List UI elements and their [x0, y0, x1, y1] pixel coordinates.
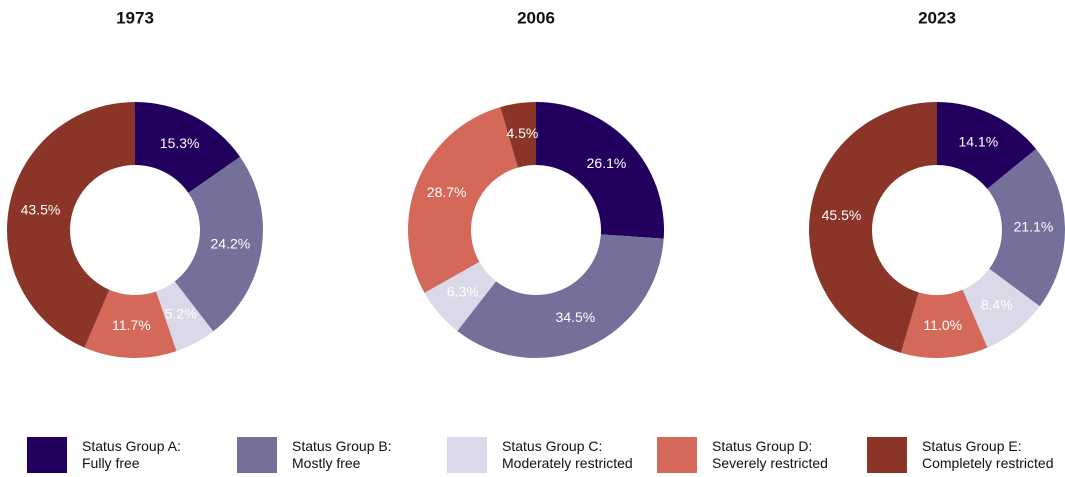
- slice-label: 8.4%: [981, 296, 1013, 312]
- slice-label: 28.7%: [427, 184, 467, 200]
- legend-label: Status Group A: Fully free: [82, 438, 181, 471]
- slice: [900, 289, 988, 358]
- slice-label: 21.1%: [1014, 218, 1054, 234]
- legend-label: Status Group B: Mostly free: [292, 438, 392, 471]
- slice-label: 15.3%: [160, 135, 200, 151]
- legend-item: Status Group E: Completely restricted: [867, 436, 1054, 474]
- legend-swatch: [447, 437, 487, 473]
- legend-swatch: [237, 437, 277, 473]
- legend-item: Status Group B: Mostly free: [237, 436, 392, 474]
- legend-item: Status Group C: Moderately restricted: [447, 436, 633, 474]
- legend-swatch: [657, 437, 697, 473]
- slice-label: 34.5%: [556, 309, 596, 325]
- chart-title: 1973: [116, 8, 154, 27]
- slice: [500, 102, 536, 168]
- chart-title: 2006: [517, 8, 555, 27]
- slice-label: 45.5%: [822, 207, 862, 223]
- legend-swatch: [27, 437, 67, 473]
- legend-swatch: [867, 437, 907, 473]
- legend-label: Status Group E: Completely restricted: [922, 438, 1054, 471]
- slice: [536, 102, 664, 239]
- slice-label: 26.1%: [587, 155, 627, 171]
- slice-label: 6.3%: [447, 284, 479, 300]
- slice: [156, 281, 214, 352]
- legend-item: Status Group A: Fully free: [27, 436, 181, 474]
- slice-label: 4.5%: [506, 125, 538, 141]
- charts: 1973 15.3% 24.2% 5.2% 11.7% 43.5% 2006 26.1% 34.…: [7, 8, 1065, 358]
- slice: [7, 102, 135, 348]
- slice: [457, 234, 664, 358]
- slice: [424, 261, 497, 331]
- slice: [135, 102, 241, 193]
- legend-label: Status Group C: Moderately restricted: [502, 438, 633, 471]
- legend-label: Status Group D: Severely restricted: [712, 438, 828, 471]
- legend-item: Status Group D: Severely restricted: [657, 436, 828, 474]
- slice-label: 11.0%: [923, 317, 962, 333]
- slice-label: 14.1%: [958, 133, 998, 149]
- slice: [987, 148, 1065, 307]
- slice: [84, 289, 177, 358]
- slice: [407, 107, 518, 293]
- slice-label: 24.2%: [211, 235, 251, 251]
- slice: [962, 268, 1040, 348]
- slice: [809, 102, 937, 353]
- slice-label: 11.7%: [112, 317, 151, 333]
- slice: [937, 102, 1037, 189]
- slice-label: 5.2%: [165, 306, 197, 322]
- legend: Status Group A: Fully free Status Group B…: [0, 436, 1065, 476]
- slice-label: 43.5%: [21, 201, 61, 217]
- slice: [174, 156, 263, 332]
- chart-title: 2023: [918, 8, 956, 27]
